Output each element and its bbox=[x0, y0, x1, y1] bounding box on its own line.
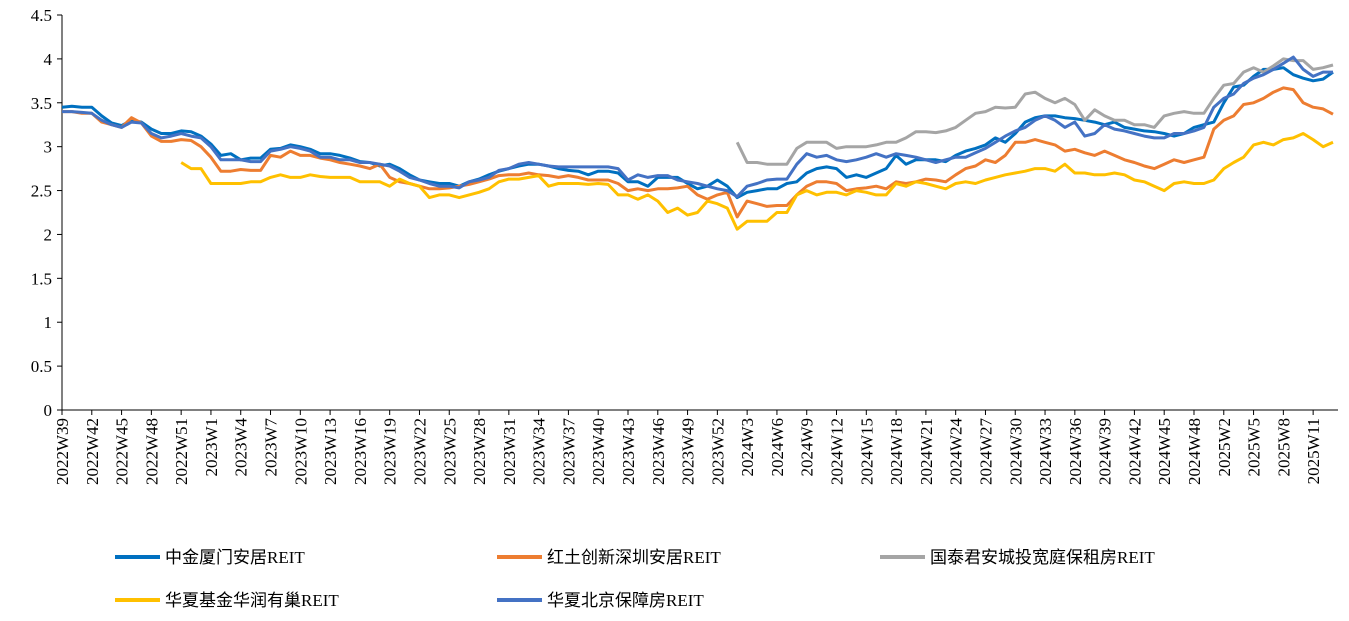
x-tick-label: 2022W45 bbox=[113, 418, 132, 485]
x-tick-label: 2023W28 bbox=[470, 418, 489, 485]
x-tick-label: 2023W7 bbox=[262, 418, 281, 477]
y-tick-label: 3 bbox=[44, 138, 53, 157]
x-tick-label: 2023W25 bbox=[440, 418, 459, 485]
x-tick-label: 2024W21 bbox=[917, 418, 936, 485]
x-tick-label: 2024W6 bbox=[768, 418, 787, 477]
x-tick-label: 2023W1 bbox=[202, 418, 221, 477]
x-tick-label: 2024W36 bbox=[1066, 418, 1085, 485]
x-tick-label: 2023W31 bbox=[500, 418, 519, 485]
x-tick-label: 2023W34 bbox=[530, 418, 549, 486]
x-tick-label: 2023W13 bbox=[321, 418, 340, 485]
y-tick-label: 3.5 bbox=[31, 94, 52, 113]
x-tick-label: 2025W11 bbox=[1304, 418, 1323, 484]
x-tick-label: 2023W16 bbox=[351, 418, 370, 485]
x-tick-label: 2023W52 bbox=[708, 418, 727, 485]
x-tick-label: 2022W42 bbox=[83, 418, 102, 485]
legend-label: 中金厦门安居REIT bbox=[165, 548, 305, 567]
y-tick-label: 4 bbox=[44, 50, 53, 69]
series-line bbox=[61, 66, 1334, 200]
x-tick-label: 2025W2 bbox=[1215, 418, 1234, 477]
y-tick-label: 1 bbox=[44, 313, 53, 332]
legend-label: 华夏北京保障房REIT bbox=[547, 591, 704, 610]
series-line bbox=[735, 57, 1334, 166]
x-tick-label: 2023W46 bbox=[649, 418, 668, 485]
x-tick-label: 2024W18 bbox=[887, 418, 906, 485]
series-line bbox=[180, 132, 1334, 231]
series-line bbox=[62, 55, 1333, 199]
x-tick-label: 2024W24 bbox=[947, 418, 966, 486]
x-tick-label: 2023W19 bbox=[381, 418, 400, 485]
y-tick-label: 0 bbox=[44, 401, 53, 420]
x-tick-label: 2023W43 bbox=[619, 418, 638, 485]
x-tick-label: 2024W42 bbox=[1125, 418, 1144, 485]
x-tick-label: 2023W22 bbox=[410, 418, 429, 485]
x-tick-label: 2024W12 bbox=[828, 418, 847, 485]
legend-label: 国泰君安城投宽庭保租房REIT bbox=[930, 548, 1155, 567]
x-tick-label: 2023W49 bbox=[679, 418, 698, 485]
x-tick-label: 2024W33 bbox=[1036, 418, 1055, 485]
x-tick-label: 2022W39 bbox=[53, 418, 72, 485]
x-tick-label: 2022W48 bbox=[142, 418, 161, 485]
x-tick-label: 2023W10 bbox=[291, 418, 310, 485]
series-line bbox=[62, 86, 1334, 219]
x-tick-label: 2023W4 bbox=[232, 418, 251, 477]
x-tick-label: 2024W30 bbox=[1006, 418, 1025, 485]
x-tick-label: 2024W3 bbox=[738, 418, 757, 477]
legend-label: 华夏基金华润有巢REIT bbox=[165, 591, 339, 610]
y-tick-label: 1.5 bbox=[31, 269, 52, 288]
x-tick-label: 2023W37 bbox=[559, 418, 578, 486]
x-tick-label: 2023W40 bbox=[589, 418, 608, 485]
y-tick-label: 0.5 bbox=[31, 357, 52, 376]
x-tick-label: 2024W39 bbox=[1096, 418, 1115, 485]
y-tick-label: 2.5 bbox=[31, 182, 52, 201]
x-tick-label: 2024W15 bbox=[857, 418, 876, 485]
x-tick-label: 2024W9 bbox=[798, 418, 817, 477]
legend-label: 红土创新深圳安居REIT bbox=[547, 548, 721, 567]
x-tick-label: 2022W51 bbox=[172, 418, 191, 485]
y-tick-label: 4.5 bbox=[31, 6, 52, 25]
y-tick-label: 2 bbox=[44, 225, 53, 244]
x-tick-label: 2024W45 bbox=[1155, 418, 1174, 485]
x-tick-label: 2024W48 bbox=[1185, 418, 1204, 485]
x-tick-label: 2025W5 bbox=[1245, 418, 1264, 477]
x-tick-label: 2025W8 bbox=[1274, 418, 1293, 477]
x-tick-label: 2024W27 bbox=[976, 418, 995, 486]
